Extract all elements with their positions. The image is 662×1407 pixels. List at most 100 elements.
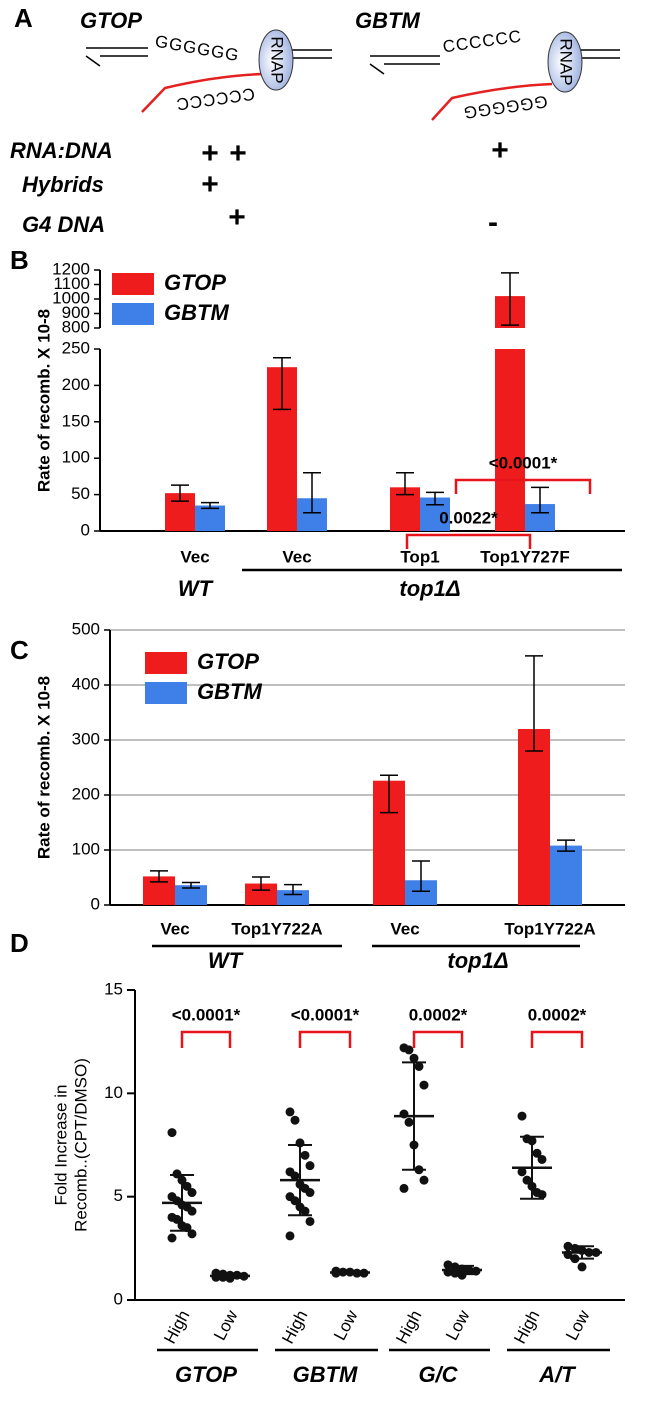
y-axis-title: Rate of recomb. X 10-8 [34, 309, 53, 492]
data-point [290, 1115, 300, 1125]
data-point [182, 1181, 192, 1191]
data-point [172, 1214, 182, 1224]
y-tick-label: 400 [72, 674, 100, 693]
data-point [285, 1107, 295, 1117]
y-tick-label: 0 [81, 520, 90, 539]
y-tick-label: 150 [62, 411, 90, 430]
x-tick-label: Vec [160, 919, 189, 938]
x-tick-label: Vec [390, 919, 419, 938]
significance-bracket [530, 1030, 584, 1048]
data-point [300, 1206, 310, 1216]
y-tick-label: 15 [104, 979, 123, 998]
legend-label: GBTM [164, 300, 229, 325]
row-label: G4 DNA [22, 212, 105, 237]
x-tick-label: Low [442, 1306, 474, 1343]
y-tick-label: 100 [72, 839, 100, 858]
x-tick-label: Low [330, 1306, 362, 1343]
legend-label: GTOP [197, 649, 259, 674]
y-tick-label: 5 [114, 1186, 123, 1205]
data-point [517, 1111, 527, 1121]
polymerase-label: RNAP [557, 38, 576, 85]
row-label: Hybrids [22, 172, 104, 197]
y-tick-label: 100 [62, 448, 90, 467]
data-point [409, 1053, 419, 1063]
x-tick-label: High [510, 1307, 543, 1347]
panel-label: D [10, 928, 29, 958]
row-label: RNA:DNA [10, 138, 113, 163]
y-tick-label: 0 [91, 894, 100, 913]
legend-swatch [145, 652, 187, 674]
group-label: top1Δ [399, 576, 460, 601]
data-point [414, 1061, 424, 1071]
data-point [305, 1161, 315, 1171]
annotation: 0.0002* [409, 1005, 468, 1024]
annotation: 0.0002* [528, 1005, 587, 1024]
y-tick-label: 500 [72, 619, 100, 638]
significance-bracket [412, 1030, 464, 1048]
x-tick-label: Top1Y722A [231, 919, 322, 938]
y-tick-label: 1000 [52, 288, 90, 307]
data-point [305, 1216, 315, 1226]
y-tick-label: 10 [104, 1083, 123, 1102]
data-point [187, 1188, 197, 1198]
polymerase [547, 31, 583, 93]
x-tick-label: Top1Y722A [504, 919, 595, 938]
data-point [290, 1171, 300, 1181]
group-label: A/T [538, 1362, 576, 1387]
y-tick-label: 250 [62, 338, 90, 357]
bottom-strand: CCCCCC [174, 84, 256, 114]
y-tick-label: 300 [72, 729, 100, 748]
legend-label: GBTM [197, 679, 262, 704]
construct-name: GTOP [80, 8, 142, 33]
data-point [187, 1206, 197, 1216]
data-point [300, 1150, 310, 1160]
y-tick-label: 0 [114, 1289, 123, 1308]
mark: - [488, 206, 498, 239]
bottom-strand: GGGGGG [462, 92, 549, 123]
y-tick-label: 1200 [52, 259, 90, 278]
data-point [172, 1169, 182, 1179]
x-tick-label: High [160, 1307, 193, 1347]
x-tick-label: High [278, 1307, 311, 1347]
significance-bracket [298, 1030, 352, 1048]
data-point [285, 1231, 295, 1241]
panel-label: A [14, 3, 33, 33]
construct-name: GBTM [355, 8, 420, 33]
y-tick-label: 800 [62, 317, 90, 336]
significance-bracket [180, 1030, 232, 1048]
group-label: GTOP [175, 1362, 237, 1387]
legend-swatch [112, 303, 154, 325]
bar [495, 349, 525, 531]
mark: + [491, 134, 509, 167]
panel-label: C [10, 635, 29, 665]
x-tick-label: Low [562, 1306, 594, 1343]
bar [518, 729, 550, 905]
data-point [167, 1233, 177, 1243]
legend-swatch [145, 682, 187, 704]
x-tick-label: Top1Y727F [480, 547, 569, 566]
bar [175, 885, 207, 905]
data-point [537, 1154, 547, 1164]
top-strand: GGGGGG [154, 32, 241, 66]
data-point [532, 1148, 542, 1158]
y-tick-label: 1100 [53, 274, 90, 293]
y-axis-title: Recomb..(CPT/DMSO) [71, 1058, 90, 1232]
y-axis-title: Rate of recomb. X 10-8 [34, 676, 53, 859]
x-tick-label: Low [210, 1306, 242, 1343]
mark: + [201, 168, 219, 201]
x-tick-label: High [392, 1307, 425, 1347]
data-point [404, 1045, 414, 1055]
x-tick-label: Vec [180, 547, 209, 566]
x-tick-label: Vec [282, 547, 311, 566]
panel-label: B [10, 245, 29, 275]
data-point [419, 1080, 429, 1090]
gtop-schematic [85, 47, 332, 113]
group-label: top1Δ [447, 948, 508, 973]
annotation: <0.0001* [489, 453, 558, 472]
data-point [305, 1188, 315, 1198]
data-point [399, 1183, 409, 1193]
data-point [404, 1117, 414, 1127]
legend-swatch [112, 273, 154, 295]
y-tick-label: 50 [71, 484, 90, 503]
polymerase-label: RNAP [268, 36, 287, 83]
